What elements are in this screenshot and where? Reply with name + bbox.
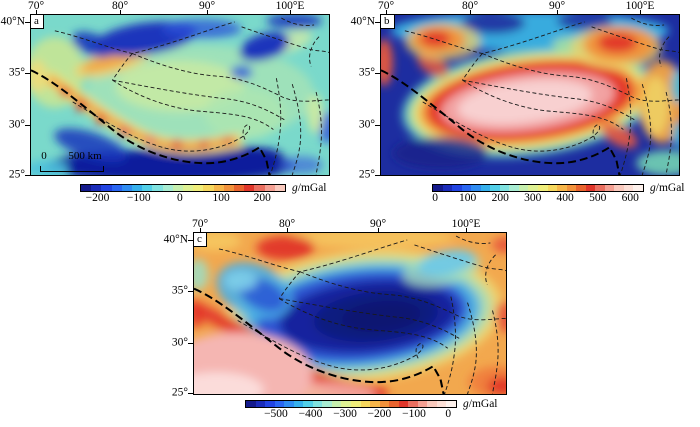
colorbar-tick-label: 0: [432, 192, 439, 204]
colorbar-c-ticks: −500 −400 −300 −200 −100 0: [245, 408, 457, 421]
axis-tick: [25, 175, 30, 176]
axis-tick: [36, 10, 37, 14]
lon-tick-label: 80°: [278, 218, 296, 230]
map-a-art: [31, 15, 329, 175]
unit-label: g/mGal: [292, 182, 327, 194]
colorbar-tick-label: 300: [524, 192, 542, 204]
axis-tick: [25, 22, 30, 23]
lat-tick-label: 35°: [358, 66, 375, 79]
lon-tick-label: 70°: [377, 0, 395, 12]
lon-tick-label: 70°: [191, 218, 209, 230]
map-c: [193, 232, 507, 395]
unit-label: g/mGal: [650, 182, 685, 194]
colorbar-tick-label: −400: [298, 408, 323, 420]
gravity-field-b: [381, 15, 679, 175]
lat-tick-label: 30°: [8, 118, 25, 131]
axis-tick: [386, 10, 387, 14]
axis-tick: [375, 125, 380, 126]
colorbar-tick-label: 400: [556, 192, 574, 204]
lat-tick-label: 30°: [358, 118, 375, 131]
axis-tick: [120, 10, 121, 14]
gravity-field-c: [194, 233, 506, 394]
lon-tick-label: 90°: [198, 0, 216, 12]
axis-tick: [188, 393, 193, 394]
axis-tick: [207, 10, 208, 14]
lon-tick-label: 80°: [461, 0, 479, 12]
lat-tick-label: 40°N: [350, 15, 375, 28]
colorbar-tick-label: 100: [458, 192, 477, 204]
lon-tick-label: 90°: [548, 0, 566, 12]
axis-tick: [375, 22, 380, 23]
axis-tick: [287, 228, 288, 232]
colorbar-tick-label: 200: [253, 192, 271, 204]
map-b: [380, 14, 680, 176]
lat-tick-label: 40°N: [0, 15, 25, 28]
colorbar-tick-label: −200: [367, 408, 392, 420]
colorbar-tick-label: −100: [126, 192, 151, 204]
colorbar-tick-label: 500: [589, 192, 607, 204]
colorbar-tick-label: 100: [212, 192, 230, 204]
lat-tick-label: 25°: [171, 386, 188, 399]
lat-tick-label: 25°: [8, 168, 25, 181]
colorbar-a-ticks: −200 −100 0 100 200: [80, 192, 286, 205]
axis-tick: [188, 291, 193, 292]
scalebar-distance-label: 500 km: [68, 150, 102, 162]
lon-tick-label: 100°E: [275, 0, 305, 12]
lon-tick-label: 100°E: [625, 0, 655, 12]
map-a: [30, 14, 330, 176]
lat-tick-label: 30°: [171, 336, 188, 349]
colorbar-tick-label: −500: [264, 408, 288, 420]
panel-letter-c: c: [194, 233, 207, 247]
colorbar-tick-label: −300: [333, 408, 357, 420]
colorbar-tick-label: −200: [85, 192, 110, 204]
scale-bar: [40, 166, 104, 172]
axis-tick: [188, 343, 193, 344]
panel-letter-b: b: [381, 15, 395, 29]
colorbar-b-ticks: 0 100 200 300 400 500 600: [432, 192, 644, 205]
unit-label: g/mGal: [463, 398, 498, 410]
axis-tick: [25, 125, 30, 126]
axis-tick: [378, 228, 379, 232]
lon-tick-label: 80°: [111, 0, 129, 12]
scalebar-zero-label: 0: [41, 150, 47, 162]
axis-tick: [466, 228, 467, 232]
axis-tick: [470, 10, 471, 14]
colorbar-tick-label: 200: [491, 192, 509, 204]
axis-tick: [188, 240, 193, 241]
lon-tick-label: 100°E: [451, 218, 481, 230]
axis-tick: [25, 73, 30, 74]
axis-tick: [640, 10, 641, 14]
colorbar-tick-label: 0: [445, 408, 452, 420]
colorbar-b: [432, 184, 644, 192]
colorbar-tick-label: −100: [402, 408, 426, 420]
lon-tick-label: 70°: [27, 0, 45, 12]
map-c-art: [194, 233, 506, 394]
lat-tick-label: 25°: [358, 168, 375, 181]
axis-tick: [375, 175, 380, 176]
colorbar-c: [245, 400, 457, 408]
lat-tick-label: 35°: [171, 284, 188, 297]
axis-tick: [375, 73, 380, 74]
axis-tick: [557, 10, 558, 14]
lat-tick-label: 35°: [8, 66, 25, 79]
panel-letter-a: a: [31, 15, 44, 29]
colorbar-tick-label: 0: [177, 192, 183, 204]
map-b-art: [381, 15, 679, 175]
axis-tick: [290, 10, 291, 14]
axis-tick: [200, 228, 201, 232]
lat-tick-label: 40°N: [163, 233, 188, 246]
colorbar-tick-label: 600: [621, 192, 639, 204]
lon-tick-label: 90°: [369, 218, 387, 230]
colorbar-a: [80, 184, 286, 192]
